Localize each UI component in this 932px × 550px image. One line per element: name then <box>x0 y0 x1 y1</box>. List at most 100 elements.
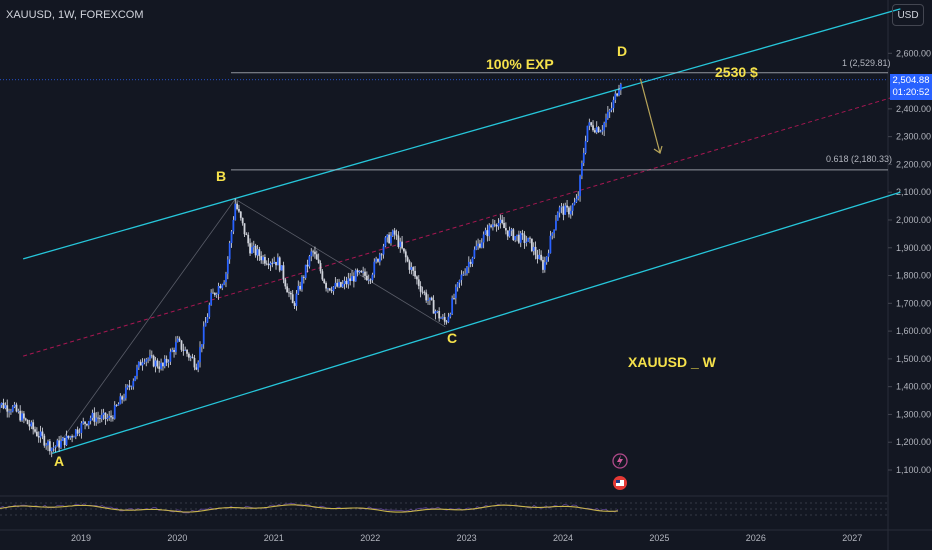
candle-body <box>87 421 90 426</box>
candle-body <box>0 402 3 405</box>
candle-body <box>239 211 242 218</box>
candle-body <box>180 340 183 350</box>
candle-body <box>0 404 1 408</box>
candle-body <box>380 254 383 256</box>
candle-body <box>469 261 472 264</box>
candle-body <box>364 271 366 276</box>
candle-body <box>497 223 500 227</box>
candle-body <box>568 207 570 215</box>
candle-body <box>306 264 309 267</box>
candle-body <box>499 219 502 224</box>
candle-body <box>369 279 372 281</box>
candle-body <box>289 292 292 295</box>
candle-body <box>367 279 370 281</box>
flash-event-icon[interactable] <box>612 453 628 469</box>
candle-body <box>206 316 209 323</box>
candle-body <box>354 270 357 282</box>
candle-body <box>391 230 394 236</box>
candle-body <box>19 410 22 421</box>
candle-body <box>35 431 38 437</box>
candle-body <box>417 279 420 286</box>
flag-event-icon[interactable] <box>613 476 627 490</box>
candle-body <box>314 251 316 255</box>
candle-body <box>39 431 42 438</box>
candle-body <box>139 361 142 366</box>
x-tick-label: 2022 <box>360 533 380 543</box>
candle-body <box>249 243 251 254</box>
candle-body <box>510 229 513 231</box>
candle-body <box>549 235 552 254</box>
candle-body <box>460 274 463 281</box>
candle-body <box>167 361 170 363</box>
candle-body <box>219 286 222 289</box>
candle-body <box>466 267 468 274</box>
candle-body <box>456 282 459 288</box>
candle-body <box>65 435 68 446</box>
wave-label-b: B <box>216 168 226 184</box>
candle-body <box>430 297 433 301</box>
candle-body <box>124 387 127 399</box>
candle-body <box>512 229 515 241</box>
candle-body <box>555 220 557 230</box>
candle-body <box>547 253 550 257</box>
candle-body <box>467 261 470 268</box>
chart-title: XAUUSD, 1W, FOREXCOM <box>6 9 144 21</box>
candle-body <box>451 298 454 314</box>
candle-body <box>84 421 86 424</box>
candle-body <box>34 429 36 432</box>
candle-body <box>97 417 99 419</box>
candle-body <box>32 422 35 430</box>
candle-body <box>332 286 335 292</box>
candle-body <box>408 261 411 270</box>
candle-body <box>345 280 348 285</box>
candle-body <box>403 248 405 252</box>
candle-body <box>618 90 620 96</box>
candle-body <box>45 445 48 447</box>
candle-body <box>464 273 467 275</box>
candle-body <box>428 297 431 300</box>
candle-body <box>343 280 346 284</box>
currency-button[interactable]: USD <box>892 4 924 26</box>
candle-body <box>340 282 342 287</box>
candle-body <box>308 256 311 267</box>
candle-body <box>160 362 162 369</box>
candle-body <box>312 251 315 253</box>
candle-body <box>377 258 379 262</box>
candle-body <box>453 298 455 300</box>
candle-body <box>390 235 392 244</box>
candle-body <box>514 236 517 241</box>
candle-body <box>427 299 429 301</box>
candle-body <box>126 385 129 388</box>
candle-body <box>388 234 391 244</box>
candle-body <box>532 246 535 252</box>
candles-group <box>0 82 622 458</box>
candle-body <box>56 440 59 447</box>
y-tick-label: 2,100.00 <box>896 187 931 197</box>
y-tick-label: 2,600.00 <box>896 48 931 58</box>
candle-body <box>352 276 355 282</box>
candle-body <box>560 206 563 208</box>
candle-body <box>60 440 62 448</box>
candle-body <box>26 419 29 425</box>
candle-body <box>462 274 465 276</box>
candle-body <box>525 241 528 243</box>
candle-body <box>538 254 541 259</box>
candle-body <box>517 234 520 243</box>
candle-body <box>436 311 439 312</box>
candle-body <box>210 292 213 305</box>
candle-body <box>356 270 359 273</box>
candle-body <box>264 257 266 264</box>
candle-body <box>212 292 214 294</box>
candle-body <box>267 263 270 266</box>
candle-body <box>605 118 607 123</box>
candle-body <box>69 436 72 438</box>
candle-body <box>50 448 53 452</box>
candle-body <box>471 257 474 264</box>
candle-body <box>595 127 598 133</box>
candle-body <box>8 411 10 413</box>
candle-body <box>386 234 389 238</box>
candle-body <box>505 228 507 231</box>
y-tick-label: 1,400.00 <box>896 382 931 392</box>
